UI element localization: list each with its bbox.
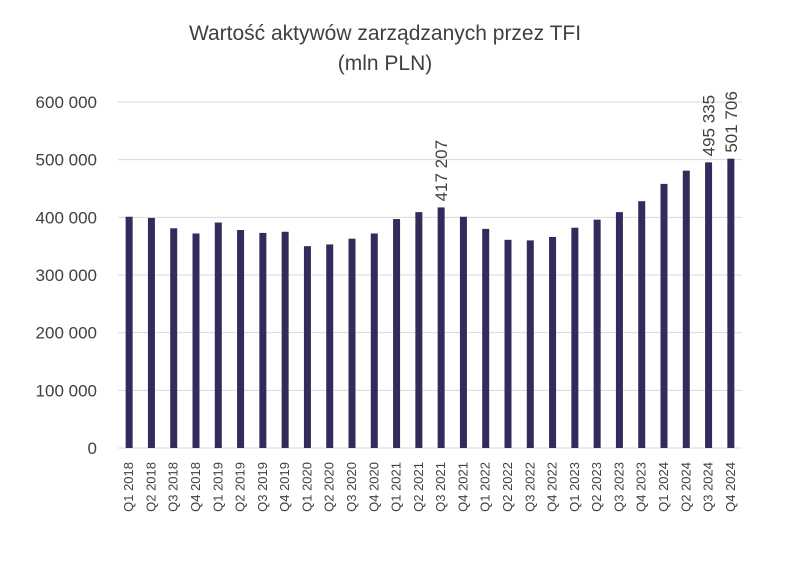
x-tick-label: Q3 2023 [611, 462, 626, 512]
bar [571, 227, 579, 448]
y-tick-label: 300 000 [36, 266, 97, 285]
x-tick-label: Q1 2020 [299, 462, 314, 512]
data-labels: 417 207 495 335 501 706 [432, 91, 741, 201]
bar [526, 240, 534, 448]
gridlines [118, 101, 742, 449]
x-axis: Q1 2018 Q2 2018 Q3 2018 Q4 2018 Q1 2019 Q2 20… [121, 462, 738, 512]
bar [303, 246, 311, 448]
bar [170, 228, 178, 448]
chart-title: Wartość aktywów zarządzanych przez TFI [189, 22, 581, 45]
x-tick-label: Q1 2021 [389, 462, 404, 512]
bar [682, 170, 690, 448]
y-tick-label: 100 000 [36, 381, 97, 400]
bar [482, 228, 490, 448]
data-label: 417 207 [432, 140, 451, 201]
y-tick-label: 400 000 [36, 208, 97, 227]
x-tick-label: Q4 2020 [366, 462, 381, 512]
x-tick-label: Q1 2024 [656, 462, 671, 512]
x-tick-label: Q1 2022 [478, 462, 493, 512]
x-tick-label: Q4 2019 [277, 462, 292, 512]
bar [326, 244, 334, 448]
bar [281, 231, 289, 448]
bar [615, 212, 623, 448]
bar [259, 232, 267, 448]
bar [638, 201, 646, 448]
x-tick-label: Q1 2018 [121, 462, 136, 512]
bar [459, 216, 467, 448]
bar [214, 222, 222, 448]
x-tick-label: Q1 2019 [210, 462, 225, 512]
x-tick-label: Q2 2022 [500, 462, 515, 512]
y-tick-label: 0 [88, 439, 97, 458]
bar [192, 233, 200, 448]
x-tick-label: Q3 2024 [701, 462, 716, 512]
x-tick-label: Q2 2018 [143, 462, 158, 512]
x-tick-label: Q2 2019 [233, 462, 248, 512]
data-label: 501 706 [722, 91, 741, 152]
y-axis: 0 100 000 200 000 300 000 400 000 500 000 600 … [36, 93, 97, 458]
bar [705, 162, 713, 448]
x-tick-label: Q2 2020 [322, 462, 337, 512]
x-tick-label: Q4 2022 [545, 462, 560, 512]
y-tick-label: 600 000 [36, 93, 97, 112]
bar [727, 158, 735, 449]
x-tick-label: Q2 2021 [411, 462, 426, 512]
bar [125, 216, 133, 448]
x-tick-label: Q3 2018 [166, 462, 181, 512]
bar [147, 217, 155, 448]
x-tick-label: Q3 2022 [522, 462, 537, 512]
x-tick-label: Q3 2020 [344, 462, 359, 512]
bar [549, 236, 557, 448]
bar [370, 233, 378, 448]
bar [348, 238, 356, 448]
x-tick-label: Q4 2021 [455, 462, 470, 512]
x-tick-label: Q3 2021 [433, 462, 448, 512]
x-tick-label: Q4 2023 [634, 462, 649, 512]
x-tick-label: Q1 2023 [567, 462, 582, 512]
bar [593, 219, 601, 448]
x-tick-label: Q2 2023 [589, 462, 604, 512]
bar [237, 230, 245, 448]
x-tick-label: Q4 2024 [723, 462, 738, 512]
x-tick-label: Q2 2024 [678, 462, 693, 512]
y-tick-label: 500 000 [36, 151, 97, 170]
bars [125, 158, 735, 449]
chart-subtitle: (mln PLN) [338, 52, 433, 75]
x-tick-label: Q3 2019 [255, 462, 270, 512]
bar [415, 212, 423, 448]
bar [437, 207, 445, 448]
y-tick-label: 200 000 [36, 324, 97, 343]
x-tick-label: Q4 2018 [188, 462, 203, 512]
bar [660, 183, 668, 449]
data-label: 495 335 [700, 95, 719, 156]
bar [504, 239, 512, 448]
bar [393, 219, 401, 448]
